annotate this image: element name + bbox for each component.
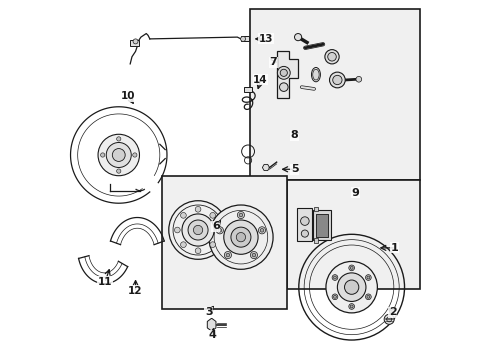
Bar bbox=[315, 214, 328, 237]
Circle shape bbox=[331, 275, 337, 280]
Circle shape bbox=[216, 227, 223, 234]
Bar bbox=[244, 87, 252, 93]
Bar bbox=[286, 180, 419, 289]
Circle shape bbox=[260, 229, 263, 232]
Circle shape bbox=[240, 36, 245, 41]
Circle shape bbox=[384, 314, 393, 324]
Ellipse shape bbox=[312, 69, 319, 80]
Circle shape bbox=[133, 39, 138, 44]
Circle shape bbox=[209, 242, 215, 248]
Circle shape bbox=[349, 266, 352, 269]
Circle shape bbox=[325, 261, 377, 313]
Circle shape bbox=[355, 76, 361, 82]
Circle shape bbox=[294, 33, 301, 41]
Circle shape bbox=[300, 217, 308, 225]
Circle shape bbox=[237, 211, 244, 219]
Circle shape bbox=[116, 137, 121, 141]
Circle shape bbox=[301, 230, 308, 237]
Circle shape bbox=[365, 275, 370, 280]
Circle shape bbox=[333, 276, 336, 279]
Bar bbox=[315, 214, 328, 237]
Text: 8: 8 bbox=[290, 130, 298, 140]
Circle shape bbox=[180, 212, 186, 218]
Circle shape bbox=[348, 303, 354, 309]
Text: 7: 7 bbox=[269, 57, 276, 67]
Circle shape bbox=[386, 317, 391, 322]
Text: 2: 2 bbox=[388, 307, 396, 317]
Text: 5: 5 bbox=[290, 164, 298, 174]
Circle shape bbox=[230, 227, 250, 247]
Circle shape bbox=[366, 296, 369, 298]
Ellipse shape bbox=[311, 67, 320, 82]
Circle shape bbox=[225, 253, 229, 257]
FancyBboxPatch shape bbox=[313, 210, 330, 240]
Text: 14: 14 bbox=[253, 75, 267, 85]
Circle shape bbox=[258, 227, 265, 234]
Text: 1: 1 bbox=[390, 243, 398, 253]
Circle shape bbox=[239, 213, 242, 217]
Circle shape bbox=[195, 206, 201, 212]
Circle shape bbox=[236, 233, 245, 242]
Circle shape bbox=[98, 134, 139, 176]
Bar bbox=[313, 207, 318, 211]
Circle shape bbox=[324, 50, 339, 64]
Text: 4: 4 bbox=[208, 330, 216, 341]
Circle shape bbox=[327, 53, 336, 61]
Text: 9: 9 bbox=[350, 188, 359, 198]
Circle shape bbox=[250, 252, 257, 258]
Text: 11: 11 bbox=[98, 277, 112, 287]
Circle shape bbox=[182, 214, 214, 246]
Circle shape bbox=[332, 75, 341, 85]
Text: 12: 12 bbox=[128, 286, 142, 296]
Circle shape bbox=[224, 252, 231, 258]
Circle shape bbox=[193, 225, 203, 235]
Circle shape bbox=[216, 227, 221, 233]
Circle shape bbox=[218, 229, 221, 232]
Text: 10: 10 bbox=[121, 91, 135, 101]
Circle shape bbox=[331, 294, 337, 300]
Circle shape bbox=[344, 280, 358, 294]
Text: 6: 6 bbox=[212, 221, 220, 231]
Circle shape bbox=[337, 273, 365, 301]
Circle shape bbox=[329, 72, 345, 88]
Circle shape bbox=[112, 149, 125, 161]
Circle shape bbox=[101, 153, 104, 157]
Circle shape bbox=[132, 153, 137, 157]
Circle shape bbox=[195, 248, 201, 253]
Circle shape bbox=[116, 169, 121, 173]
Circle shape bbox=[208, 205, 272, 269]
Bar bbox=[313, 238, 318, 243]
Circle shape bbox=[333, 296, 336, 298]
Circle shape bbox=[365, 294, 370, 300]
Circle shape bbox=[174, 227, 180, 233]
Circle shape bbox=[252, 253, 255, 257]
FancyBboxPatch shape bbox=[297, 208, 312, 242]
Bar bbox=[249, 9, 419, 180]
Circle shape bbox=[180, 242, 186, 248]
Circle shape bbox=[224, 220, 258, 254]
Text: 13: 13 bbox=[258, 34, 273, 44]
Circle shape bbox=[188, 220, 207, 240]
Circle shape bbox=[277, 66, 290, 79]
Circle shape bbox=[279, 83, 287, 91]
Polygon shape bbox=[207, 318, 216, 331]
Circle shape bbox=[106, 143, 131, 167]
Bar bbox=[241, 36, 248, 41]
Polygon shape bbox=[262, 165, 269, 171]
Text: 3: 3 bbox=[204, 307, 212, 317]
Bar bbox=[130, 40, 139, 46]
Bar bbox=[162, 176, 287, 309]
Circle shape bbox=[349, 305, 352, 308]
Circle shape bbox=[348, 265, 354, 271]
Circle shape bbox=[209, 212, 215, 218]
Circle shape bbox=[280, 69, 287, 76]
Polygon shape bbox=[276, 51, 298, 98]
Circle shape bbox=[366, 276, 369, 279]
